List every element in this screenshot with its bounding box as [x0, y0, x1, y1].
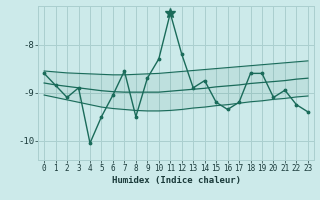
- X-axis label: Humidex (Indice chaleur): Humidex (Indice chaleur): [111, 176, 241, 185]
